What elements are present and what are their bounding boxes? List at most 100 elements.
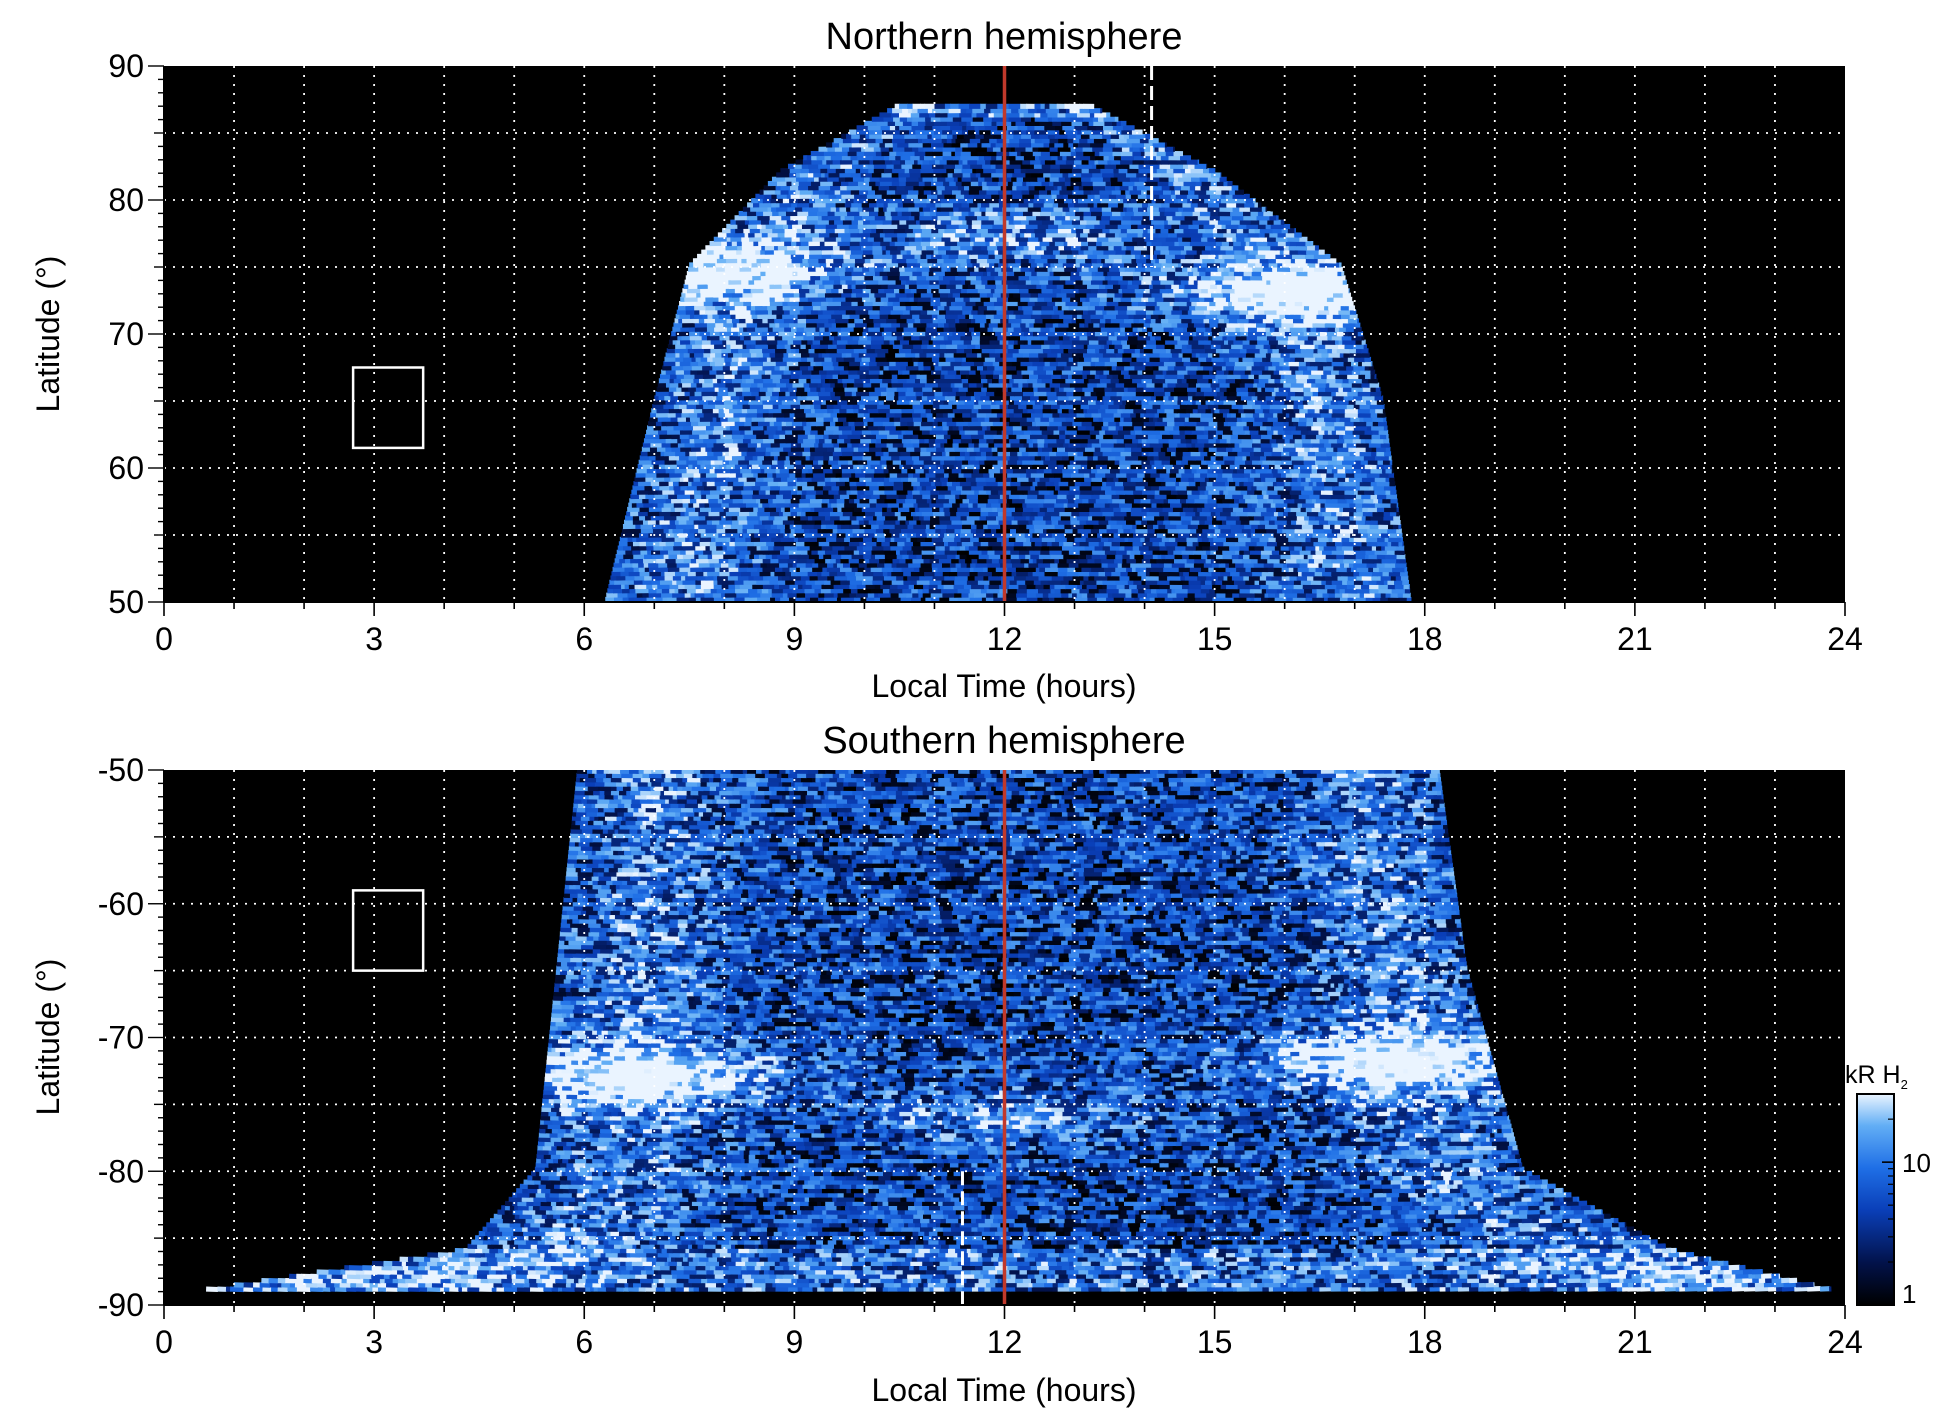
emission-cell [879, 596, 891, 602]
emission-cell [986, 588, 1000, 594]
emission-cell [1292, 596, 1307, 602]
emission-cell [837, 583, 850, 590]
emission-cell [1378, 588, 1393, 594]
emission-cell [629, 588, 636, 594]
emission-cell [1214, 588, 1228, 594]
emission-cell [703, 588, 712, 594]
emission-cell [929, 579, 943, 585]
emission-cell [682, 579, 697, 585]
emission-cell [1096, 584, 1103, 590]
emission-cell [1086, 584, 1098, 590]
emission-cell [1316, 588, 1328, 594]
emission-cell [1143, 584, 1151, 590]
emission-cell [661, 588, 670, 594]
emission-cell [1399, 596, 1408, 602]
emission-cell [997, 592, 1004, 598]
emission-cell [787, 592, 798, 598]
emission-cell [837, 592, 850, 598]
emission-cell [1088, 588, 1100, 594]
emission-cell [878, 592, 892, 598]
emission-cell [1072, 592, 1078, 598]
emission-cell [1068, 592, 1073, 598]
emission-cell [840, 579, 851, 585]
emission-cell [953, 583, 965, 590]
emission-cell [1004, 596, 1018, 602]
emission-cell [735, 588, 749, 594]
emission-cell [1138, 588, 1145, 594]
emission-cell [796, 511, 802, 517]
emission-cell [712, 592, 722, 598]
emission-cell [922, 588, 930, 594]
emission-cell [973, 592, 987, 598]
emission-cell [721, 583, 729, 590]
emission-cell [1123, 596, 1135, 602]
emission-cell [669, 588, 676, 594]
emission-cell [1279, 592, 1286, 598]
emission-cell [874, 596, 881, 602]
emission-cell [681, 575, 686, 581]
emission-cell [1387, 596, 1401, 602]
emission-cell [941, 588, 948, 594]
emission-cell [1284, 592, 1298, 598]
emission-cell [1357, 588, 1370, 594]
emission-cell [1348, 592, 1361, 598]
emission-cell [916, 579, 931, 585]
emission-cell [1106, 588, 1120, 594]
emission-cell [1381, 391, 1383, 397]
emission-cell [1378, 584, 1389, 590]
emission-cell [700, 579, 715, 585]
emission-cell [1054, 584, 1066, 590]
emission-cell [941, 579, 955, 585]
emission-cell [823, 596, 838, 602]
emission-cell [627, 579, 635, 585]
emission-cell [1087, 592, 1096, 598]
emission-cell [1225, 584, 1239, 590]
emission-cell [684, 583, 697, 590]
emission-cell [1327, 588, 1336, 594]
emission-cell [1246, 592, 1251, 598]
emission-cell [872, 579, 884, 585]
emission-cell [716, 588, 725, 594]
emission-cell [1131, 588, 1139, 594]
emission-cell [695, 583, 702, 590]
emission-cell [795, 596, 807, 602]
emission-cell [1187, 588, 1202, 594]
emission-cell [789, 583, 799, 590]
emission-cell [606, 592, 619, 598]
emission-cell [832, 528, 838, 534]
emission-cell [1354, 584, 1362, 590]
emission-cell [1314, 584, 1326, 590]
emission-cell [672, 592, 686, 598]
emission-cell [961, 592, 970, 598]
emission-cell [984, 583, 990, 590]
emission-cell [1096, 596, 1107, 602]
emission-cell [662, 596, 668, 602]
emission-cell [622, 588, 631, 594]
emission-cell [1144, 588, 1152, 594]
emission-cell [752, 583, 764, 590]
emission-cell [1156, 588, 1168, 594]
emission-cell [648, 592, 662, 598]
emission-cell [1223, 596, 1235, 602]
emission-cell [1319, 596, 1325, 602]
emission-cell [777, 579, 786, 585]
emission-cell [809, 596, 819, 602]
emission-cell [1025, 579, 1035, 585]
emission-cell [824, 592, 835, 598]
emission-cell [889, 583, 899, 590]
emission-cell [833, 592, 839, 598]
emission-cell [1369, 584, 1380, 590]
emission-cell [634, 583, 639, 590]
emission-cell [1346, 584, 1356, 590]
emission-cell [1232, 592, 1240, 598]
emission-cell [1116, 584, 1126, 590]
emission-cell [963, 583, 972, 590]
emission-cell [713, 596, 726, 602]
emission-cell [1275, 592, 1280, 598]
emission-cell [642, 592, 650, 598]
emission-cell [684, 592, 692, 598]
emission-cell [770, 596, 776, 602]
emission-cell [797, 583, 804, 590]
emission-cell [1408, 584, 1410, 590]
emission-cell [830, 579, 841, 585]
